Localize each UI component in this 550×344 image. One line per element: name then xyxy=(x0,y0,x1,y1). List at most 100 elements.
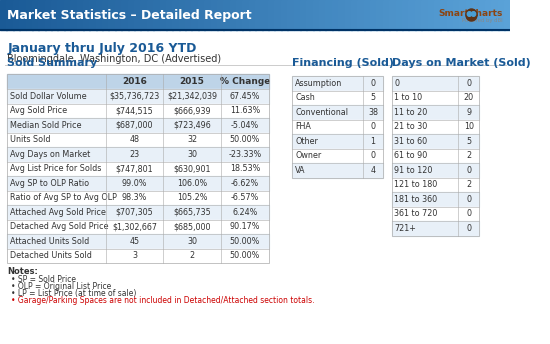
Bar xyxy=(280,0,288,30)
Bar xyxy=(293,119,383,134)
Text: Avg SP to OLP Ratio: Avg SP to OLP Ratio xyxy=(10,179,89,188)
Text: 0: 0 xyxy=(394,79,399,88)
Bar xyxy=(447,0,454,30)
Bar xyxy=(166,0,173,30)
Bar xyxy=(96,0,103,30)
Bar xyxy=(255,0,262,30)
Text: 2: 2 xyxy=(190,251,195,260)
Text: 361 to 720: 361 to 720 xyxy=(394,209,438,218)
Bar xyxy=(160,0,167,30)
Bar xyxy=(102,0,109,30)
Bar xyxy=(392,119,479,134)
Bar xyxy=(293,76,383,178)
Bar xyxy=(172,0,180,30)
Circle shape xyxy=(468,12,471,16)
Bar xyxy=(185,0,192,30)
Bar xyxy=(7,74,269,89)
Text: 0: 0 xyxy=(466,224,471,233)
Text: $1,302,667: $1,302,667 xyxy=(112,222,157,231)
Circle shape xyxy=(466,9,477,21)
Text: January thru July 2016 YTD: January thru July 2016 YTD xyxy=(7,42,197,55)
Bar xyxy=(64,0,71,30)
Bar xyxy=(13,0,20,30)
Text: 18.53%: 18.53% xyxy=(230,164,260,173)
Bar xyxy=(485,0,492,30)
Bar xyxy=(392,163,479,178)
Text: Powered by dBI: Powered by dBI xyxy=(463,18,503,22)
Bar xyxy=(147,0,154,30)
Bar xyxy=(498,0,505,30)
Bar xyxy=(70,0,78,30)
Text: Bloomingdale, Washington, DC (Advertised): Bloomingdale, Washington, DC (Advertised… xyxy=(7,54,222,64)
Bar xyxy=(7,161,269,176)
Text: 30: 30 xyxy=(187,237,197,246)
Bar xyxy=(459,0,467,30)
Bar xyxy=(453,0,460,30)
Text: 5: 5 xyxy=(371,93,376,102)
Bar xyxy=(7,205,269,219)
Bar xyxy=(319,0,326,30)
Bar xyxy=(262,0,269,30)
Bar xyxy=(338,0,345,30)
Bar xyxy=(191,0,199,30)
Bar xyxy=(83,0,90,30)
Text: Detached Units Sold: Detached Units Sold xyxy=(10,251,92,260)
Bar xyxy=(326,0,333,30)
Bar xyxy=(344,0,352,30)
Bar xyxy=(223,0,230,30)
Bar xyxy=(376,0,384,30)
Bar xyxy=(39,0,46,30)
Text: 11 to 20: 11 to 20 xyxy=(394,108,428,117)
Text: Assumption: Assumption xyxy=(295,79,343,88)
Text: Other: Other xyxy=(295,137,318,146)
Text: Avg Sold Price: Avg Sold Price xyxy=(10,106,67,115)
Bar xyxy=(408,0,416,30)
Bar xyxy=(7,118,269,132)
Text: 30: 30 xyxy=(187,150,197,159)
Text: Cash: Cash xyxy=(295,93,315,102)
Bar xyxy=(76,0,84,30)
Bar xyxy=(153,0,161,30)
Text: 2016: 2016 xyxy=(122,77,147,86)
Text: Days on Market (Sold): Days on Market (Sold) xyxy=(392,58,530,68)
Text: $666,939: $666,939 xyxy=(173,106,211,115)
Bar xyxy=(293,105,383,119)
Text: 2: 2 xyxy=(466,151,471,160)
Text: • LP = List Price (at time of sale): • LP = List Price (at time of sale) xyxy=(11,289,136,298)
Text: Avg List Price for Solds: Avg List Price for Solds xyxy=(10,164,102,173)
Bar xyxy=(204,0,212,30)
Bar xyxy=(364,0,371,30)
Bar xyxy=(434,0,441,30)
Text: 20: 20 xyxy=(464,93,474,102)
Text: 6.24%: 6.24% xyxy=(232,208,258,217)
Circle shape xyxy=(471,12,476,16)
Bar xyxy=(198,0,205,30)
Text: -6.57%: -6.57% xyxy=(231,193,259,202)
Text: Attached Avg Sold Price: Attached Avg Sold Price xyxy=(10,208,106,217)
Bar xyxy=(19,0,26,30)
Bar xyxy=(300,0,307,30)
Bar xyxy=(7,74,269,263)
Text: 50.00%: 50.00% xyxy=(230,135,260,144)
Text: 99.0%: 99.0% xyxy=(122,179,147,188)
Bar xyxy=(140,0,148,30)
Bar xyxy=(121,0,129,30)
Text: $35,736,723: $35,736,723 xyxy=(109,92,160,101)
Bar xyxy=(392,134,479,149)
Text: Median Sold Price: Median Sold Price xyxy=(10,121,82,130)
Text: 11.63%: 11.63% xyxy=(230,106,260,115)
Bar xyxy=(427,0,435,30)
Bar xyxy=(7,147,269,161)
Text: 45: 45 xyxy=(129,237,140,246)
Bar xyxy=(25,0,33,30)
Text: FHA: FHA xyxy=(295,122,311,131)
Text: -6.62%: -6.62% xyxy=(231,179,259,188)
Bar xyxy=(7,176,269,191)
Text: 2: 2 xyxy=(466,180,471,189)
Text: Detached Avg Sold Price: Detached Avg Sold Price xyxy=(10,222,109,231)
Bar xyxy=(45,0,52,30)
Bar xyxy=(392,90,479,105)
Bar xyxy=(217,0,224,30)
Bar xyxy=(293,76,383,90)
Text: 38: 38 xyxy=(368,108,378,117)
